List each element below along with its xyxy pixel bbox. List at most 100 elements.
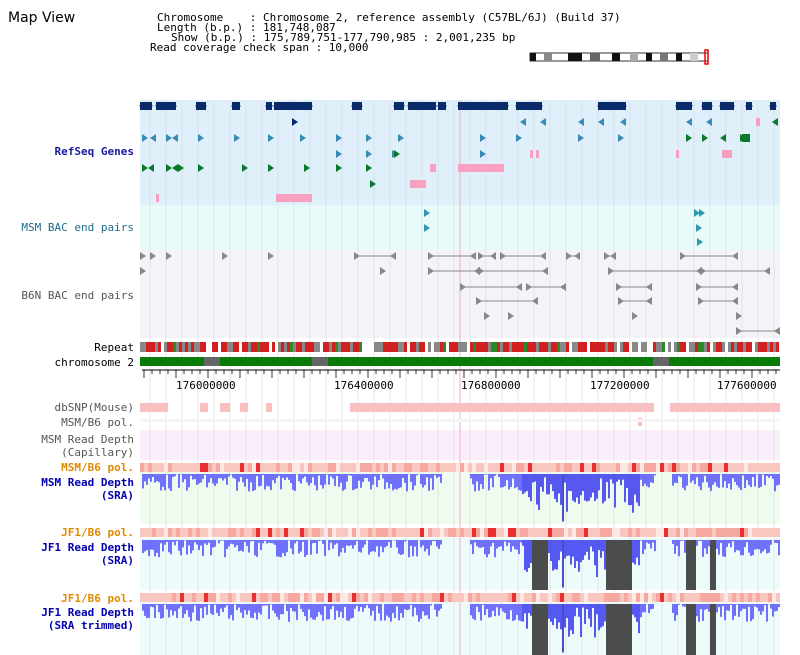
depth-bar [288,604,290,622]
depth-bar [576,474,578,498]
depth-bar [540,474,542,487]
depth-bar [542,604,544,655]
repeat-segment [140,342,143,352]
jf1-b6-pol-label-1[interactable]: JF1/B6 pol. [61,526,134,539]
repeat-segment [257,342,260,352]
repeat-segment [353,342,356,352]
pol-segment [156,463,160,472]
msm-read-depth-capillary-label[interactable]: MSM Read Depth [41,433,134,446]
pol-segment [444,593,448,602]
repeat-segment [491,342,494,352]
pol-segment [412,463,416,472]
repeat-segment [419,342,422,352]
pol-segment [384,593,388,602]
depth-bar [734,604,736,616]
pol-segment [196,593,200,602]
depth-bar [536,604,538,655]
pol-segment [452,528,456,537]
pol-segment [152,528,156,537]
dbsnp-label[interactable]: dbSNP(Mouse) [54,401,134,414]
pol-segment [772,528,776,537]
pol-segment [632,593,636,602]
repeat-segment [638,342,641,352]
depth-bar [476,474,478,482]
depth-bar [178,540,180,551]
repeat-segment [200,342,203,352]
bac-end-pair-glyphs[interactable] [140,209,780,335]
gene-arrow [771,102,777,110]
depth-bar [606,474,608,483]
depth-bar [580,474,582,496]
repeat-segment [521,342,524,352]
depth-bar [534,474,536,482]
depth-bar [420,604,422,619]
pol-segment [368,463,372,472]
depth-bar [222,540,224,541]
depth-bar [774,604,776,612]
depth-bar [748,474,750,486]
repeat-segment [278,342,281,352]
depth-bar [206,604,208,615]
pol-segment [496,463,500,472]
pol-segment [552,528,556,537]
chromosome-ideogram[interactable] [520,48,720,68]
b6n-bac-end-pairs-label[interactable]: B6N BAC end pairs [21,289,134,302]
depth-bar [586,540,588,552]
pol-segment [704,463,708,472]
repeat-segment [215,342,218,352]
depth-bar [764,540,766,550]
jf1-b6-pol-label-2[interactable]: JF1/B6 pol. [61,592,134,605]
depth-bar [710,474,712,491]
pol-segment [264,463,268,472]
depth-bar [708,474,710,488]
gene-arrow [394,150,400,158]
msm-read-depth-sra-label[interactable]: MSM Read Depth [41,476,134,489]
pol-segment [576,463,580,472]
msm-bac-end-pairs-label[interactable]: MSM BAC end pairs [21,221,134,234]
pol-segment [432,463,436,472]
pol-segment [184,528,188,537]
depth-bar [528,604,530,614]
depth-bar [180,604,182,607]
depth-bar [328,604,330,620]
refseq-genes-label[interactable]: RefSeq Genes [54,145,134,158]
depth-bar [638,474,640,506]
depth-bar [566,540,568,556]
pol-segment [592,593,596,602]
bac-end [732,283,738,291]
depth-bar [690,474,692,483]
msm-b6-pol-label-1[interactable]: MSM/B6 pol. [61,416,134,429]
pol-segment [420,593,424,602]
depth-bar [708,604,710,612]
jf1-read-depth-trimmed-label[interactable]: JF1 Read Depth [41,606,134,619]
repeat-segment [755,342,758,352]
repeat-segment [230,342,233,352]
vertical-gridlines [149,100,775,655]
refseq-gene-glyphs[interactable] [139,102,778,202]
jf1-read-depth-sra-label[interactable]: JF1 Read Depth [41,541,134,554]
depth-bar [624,474,626,503]
depth-bar [584,604,586,624]
depth-bar [264,540,266,542]
depth-bar [686,540,688,590]
depth-bar [544,474,546,478]
pol-segment [560,528,564,537]
pol-segment [704,528,708,537]
gene-block [536,150,539,158]
msm-b6-pol-label-2[interactable]: MSM/B6 pol. [61,461,134,474]
pol-segment [200,463,204,472]
depth-bar [284,474,286,481]
pol-segment [168,528,172,537]
repeat-segment [392,342,395,352]
depth-bar [214,540,216,547]
depth-bar [262,604,264,606]
pol-segment [316,593,320,602]
depth-bar [472,604,474,619]
bac-end [380,267,386,275]
gene-arrow [273,102,279,110]
depth-bar [260,604,262,615]
depth-bar [698,540,700,541]
pol-segment [732,593,736,602]
repeat-segment [470,342,473,352]
